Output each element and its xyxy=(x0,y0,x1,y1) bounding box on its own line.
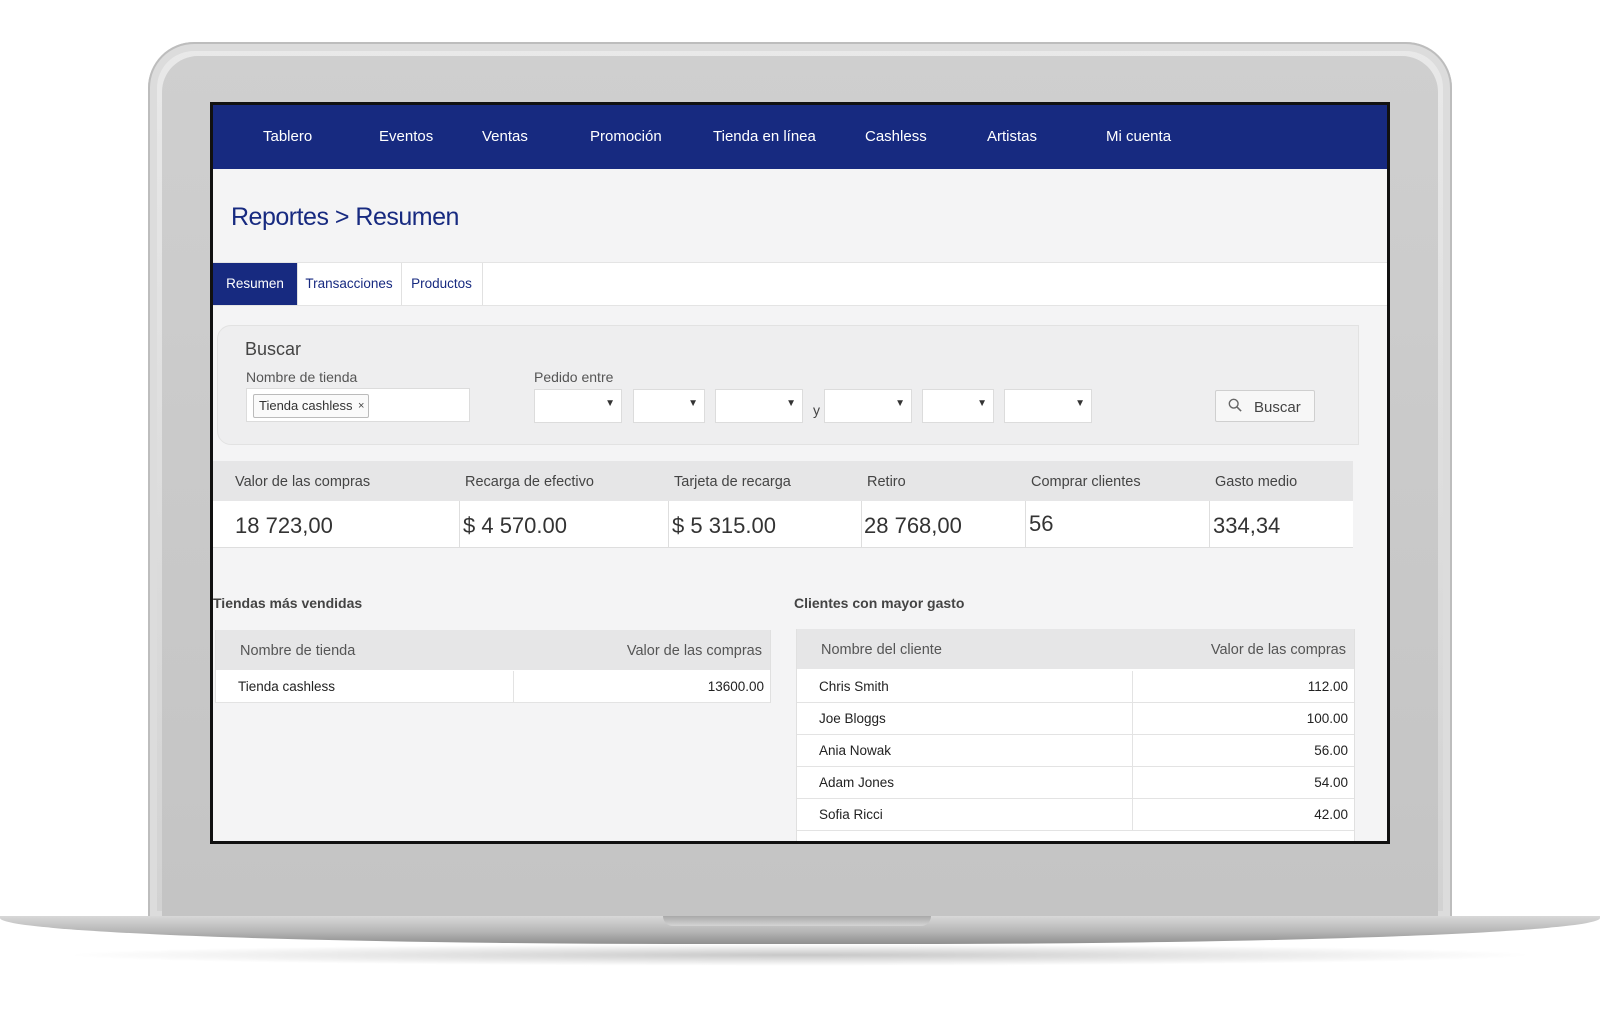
stat-divider xyxy=(1025,501,1026,547)
tab-transacciones[interactable]: Transacciones xyxy=(297,263,402,305)
column-header-purchase-value: Valor de las compras xyxy=(626,643,762,659)
chevron-down-icon: ▼ xyxy=(786,398,796,409)
store-name-input[interactable]: Tienda cashless × xyxy=(246,388,470,422)
stat-value-purchases: 18 723,00 xyxy=(235,513,333,538)
table-row[interactable]: Ania Nowak 56.00 xyxy=(797,735,1354,767)
date-range-and-label: y xyxy=(813,402,820,418)
client-name-cell: Ania Nowak xyxy=(819,743,892,758)
laptop-notch xyxy=(663,916,931,926)
nav-item-tablero[interactable]: Tablero xyxy=(263,128,313,145)
chevron-down-icon: ▼ xyxy=(895,398,905,409)
nav-item-tienda-en-linea[interactable]: Tienda en línea xyxy=(713,128,816,145)
search-button-label: Buscar xyxy=(1254,399,1301,416)
stat-label-average-spend: Gasto medio xyxy=(1215,474,1298,490)
cell-divider xyxy=(1132,703,1133,734)
cell-divider xyxy=(1132,671,1133,702)
search-panel: Buscar Nombre de tienda Tienda cashless … xyxy=(217,325,1359,445)
chevron-down-icon: ▼ xyxy=(605,398,615,409)
table-row[interactable]: Adam Jones 54.00 xyxy=(797,767,1354,799)
cell-divider xyxy=(1132,799,1133,830)
nav-item-artistas[interactable]: Artistas xyxy=(987,128,1038,145)
stat-value-average-spend: 334,34 xyxy=(1213,513,1281,538)
end-month-select[interactable]: ▼ xyxy=(922,389,994,423)
start-year-select[interactable]: ▼ xyxy=(715,389,803,423)
cell-divider xyxy=(1132,767,1133,798)
start-day-select[interactable]: ▼ xyxy=(534,389,622,423)
store-name-cell: Tienda cashless xyxy=(238,679,336,694)
app-screen: Tablero Eventos Ventas Promoción Tienda … xyxy=(210,102,1390,844)
stat-label-purchases: Valor de las compras xyxy=(235,474,371,490)
top-stores-title: Tiendas más vendidas xyxy=(213,595,363,611)
column-header-client-name: Nombre del cliente xyxy=(821,642,942,658)
cell-divider xyxy=(1132,735,1133,766)
client-value-cell: 100.00 xyxy=(1306,711,1348,726)
table-row[interactable]: Tienda cashless 13600.00 xyxy=(216,671,770,703)
client-value-cell: 112.00 xyxy=(1307,679,1348,694)
stat-value-cash-recharge: $ 4 570.00 xyxy=(463,513,567,538)
table-row[interactable]: Chris Smith 112.00 xyxy=(797,671,1354,703)
top-clients-title: Clientes con mayor gasto xyxy=(794,595,965,611)
stat-divider xyxy=(668,501,669,547)
column-header-purchase-value: Valor de las compras xyxy=(1210,642,1346,658)
cell-divider xyxy=(513,671,514,702)
column-header-store-name: Nombre de tienda xyxy=(240,643,356,659)
stat-divider xyxy=(861,501,862,547)
client-value-cell: 56.00 xyxy=(1314,743,1348,758)
stat-label-card-recharge: Tarjeta de recarga xyxy=(674,474,791,490)
nav-item-mi-cuenta[interactable]: Mi cuenta xyxy=(1106,128,1172,145)
stat-label-cash-recharge: Recarga de efectivo xyxy=(465,474,594,490)
client-value-cell: 54.00 xyxy=(1314,775,1348,790)
tab-bar: Resumen Transacciones Productos xyxy=(213,262,1387,306)
nav-item-ventas[interactable]: Ventas xyxy=(482,128,528,145)
chevron-down-icon: ▼ xyxy=(977,398,987,409)
client-name-cell: Sofia Ricci xyxy=(819,807,883,822)
chevron-down-icon: ▼ xyxy=(688,398,698,409)
stat-label-withdrawal: Retiro xyxy=(867,474,906,490)
stat-value-customers: 56 xyxy=(1029,511,1054,536)
stat-value-card-recharge: $ 5 315.00 xyxy=(672,513,776,538)
client-name-cell: Chris Smith xyxy=(819,679,889,694)
stat-divider xyxy=(459,501,460,547)
store-tag-label: Tienda cashless xyxy=(259,398,353,413)
top-clients-header: Nombre del cliente Valor de las compras xyxy=(797,629,1354,669)
table-row[interactable]: Sofia Ricci 42.00 xyxy=(797,799,1354,831)
table-row[interactable]: Joe Bloggs 100.00 xyxy=(797,703,1354,735)
date-range-label: Pedido entre xyxy=(534,369,614,385)
search-icon xyxy=(1228,398,1242,412)
summary-stats: Valor de las compras Recarga de efectivo… xyxy=(213,461,1353,548)
client-name-cell: Adam Jones xyxy=(819,775,895,790)
search-heading: Buscar xyxy=(245,339,302,359)
start-month-select[interactable]: ▼ xyxy=(633,389,705,423)
end-day-select[interactable]: ▼ xyxy=(824,389,912,423)
stats-header: Valor de las compras Recarga de efectivo… xyxy=(213,461,1353,501)
stat-divider xyxy=(1209,501,1210,547)
nav-item-promocion[interactable]: Promoción xyxy=(590,128,662,145)
client-name-cell: Joe Bloggs xyxy=(819,711,886,726)
remove-tag-icon[interactable]: × xyxy=(358,400,365,412)
breadcrumb: Reportes > Resumen xyxy=(231,203,459,231)
tab-productos[interactable]: Productos xyxy=(401,263,483,305)
store-tag-chip: Tienda cashless × xyxy=(253,394,370,418)
laptop-shadow xyxy=(60,944,1540,966)
top-clients-table: Nombre del cliente Valor de las compras … xyxy=(796,629,1355,841)
nav-item-eventos[interactable]: Eventos xyxy=(379,128,434,145)
nav-item-cashless[interactable]: Cashless xyxy=(865,128,927,145)
store-value-cell: 13600.00 xyxy=(707,679,764,694)
top-stores-table: Nombre de tienda Valor de las compras Ti… xyxy=(215,630,771,703)
top-stores-header: Nombre de tienda Valor de las compras xyxy=(216,630,770,670)
end-year-select[interactable]: ▼ xyxy=(1004,389,1092,423)
client-value-cell: 42.00 xyxy=(1314,807,1348,822)
stat-label-customers: Comprar clientes xyxy=(1031,474,1141,490)
stat-value-withdrawal: 28 768,00 xyxy=(864,513,962,538)
top-nav: Tablero Eventos Ventas Promoción Tienda … xyxy=(213,105,1387,169)
tab-resumen[interactable]: Resumen xyxy=(213,263,298,305)
search-button[interactable]: Buscar xyxy=(1215,390,1315,422)
store-name-label: Nombre de tienda xyxy=(246,369,358,385)
chevron-down-icon: ▼ xyxy=(1075,398,1085,409)
